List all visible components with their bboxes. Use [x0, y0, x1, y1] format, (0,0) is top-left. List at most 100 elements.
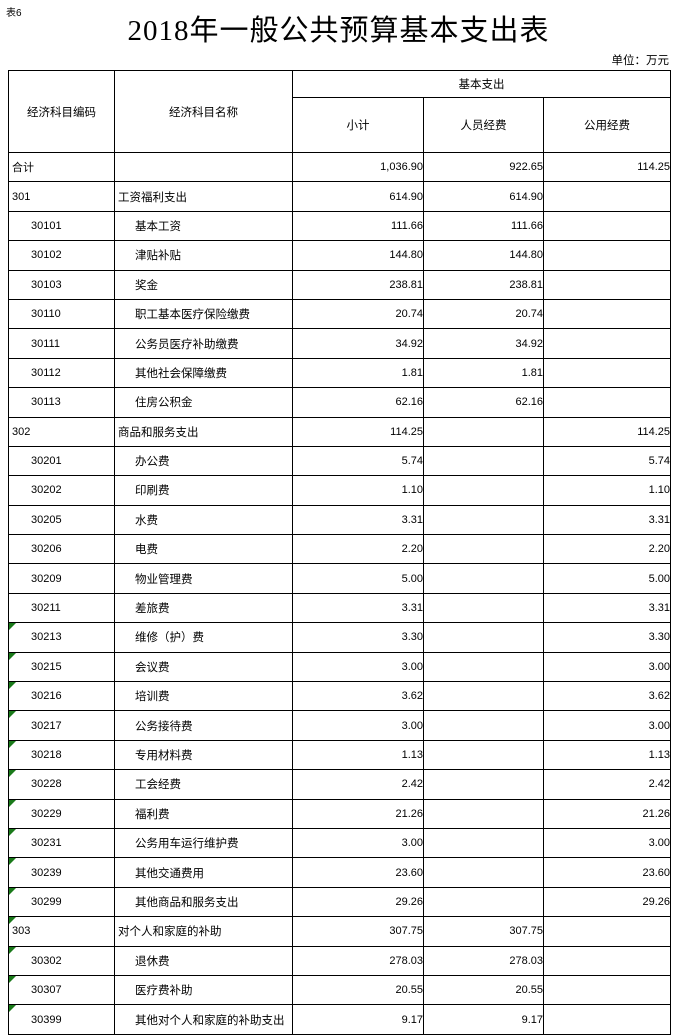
cell-subtotal: 2.20	[292, 534, 424, 565]
table-row: 30209 物业管理费 5.00 5.00	[8, 563, 672, 594]
cell-economic-code: 30213	[8, 622, 115, 653]
cell-subtotal: 3.00	[292, 651, 424, 683]
cell-economic-code: 30229	[8, 798, 115, 829]
cell-public-expense	[542, 357, 672, 389]
cell-subtotal: 1.13	[292, 739, 424, 771]
page-title: 2018年一般公共预算基本支出表	[127, 15, 550, 47]
cell-economic-name: 物业管理费	[114, 563, 293, 594]
column-header-subtotal: 小计	[292, 97, 424, 153]
cell-public-expense: 114.25	[542, 416, 672, 447]
cell-economic-code: 30201	[8, 445, 115, 477]
table-row: 30217 公务接待费 3.00 3.00	[8, 710, 672, 741]
cell-personnel-expense: 62.16	[423, 387, 544, 418]
cell-public-expense: 3.31	[542, 592, 672, 624]
cell-public-expense: 2.42	[542, 769, 672, 800]
cell-economic-name: 培训费	[114, 681, 293, 712]
cell-subtotal: 21.26	[292, 798, 424, 829]
cell-personnel-expense: 614.90	[423, 181, 544, 212]
cell-economic-code: 30399	[8, 1004, 115, 1035]
cell-personnel-expense: 9.17	[423, 1004, 544, 1035]
cell-economic-code: 30102	[8, 240, 115, 271]
cell-economic-name: 专用材料费	[114, 739, 293, 771]
table-row: 30206 电费 2.20 2.20	[8, 534, 672, 565]
cell-public-expense	[542, 298, 672, 330]
cell-public-expense: 23.60	[542, 857, 672, 888]
cell-economic-name: 职工基本医疗保险缴费	[114, 298, 293, 330]
cell-economic-name: 会议费	[114, 651, 293, 683]
table-row: 30218 专用材料费 1.13 1.13	[8, 739, 672, 771]
table-row: 30211 差旅费 3.31 3.31	[8, 592, 672, 624]
cell-public-expense	[542, 945, 672, 976]
cell-public-expense	[542, 210, 672, 242]
cell-public-expense: 3.00	[542, 651, 672, 683]
unit-label: 单位：万元	[611, 55, 670, 67]
table-row: 301 工资福利支出 614.90 614.90	[8, 181, 672, 212]
cell-economic-code: 30218	[8, 739, 115, 771]
table-row: 303 对个人和家庭的补助 307.75 307.75	[8, 916, 672, 947]
cell-subtotal: 114.25	[292, 416, 424, 447]
cell-subtotal: 3.31	[292, 592, 424, 624]
cell-economic-name: 退休费	[114, 945, 293, 976]
cell-economic-name: 水费	[114, 504, 293, 536]
column-header-public-expense: 公用经费	[542, 97, 672, 153]
table-row: 30228 工会经费 2.42 2.42	[8, 769, 672, 800]
sheet-tag: 表6	[6, 8, 22, 19]
table-header-row-group: 经济科目编码 经济科目名称 基本支出	[8, 70, 672, 153]
cell-public-expense: 3.31	[542, 504, 672, 536]
table-row: 合计 1,036.90 922.65 114.25	[8, 151, 672, 183]
cell-economic-code: 30206	[8, 534, 115, 565]
cell-public-expense: 5.74	[542, 445, 672, 477]
cell-public-expense	[542, 240, 672, 271]
cell-public-expense	[542, 328, 672, 359]
table-row: 30101 基本工资 111.66 111.66	[8, 210, 672, 242]
cell-economic-code: 30111	[8, 328, 115, 359]
table-row: 30112 其他社会保障缴费 1.81 1.81	[8, 357, 672, 389]
cell-personnel-expense: 111.66	[423, 210, 544, 242]
cell-subtotal: 3.31	[292, 504, 424, 536]
cell-public-expense: 114.25	[542, 151, 672, 183]
table-row: 30103 奖金 238.81 238.81	[8, 269, 672, 300]
cell-subtotal: 2.42	[292, 769, 424, 800]
cell-subtotal: 3.00	[292, 710, 424, 741]
cell-subtotal: 20.74	[292, 298, 424, 330]
cell-economic-name: 差旅费	[114, 592, 293, 624]
cell-public-expense: 5.00	[542, 563, 672, 594]
cell-public-expense: 21.26	[542, 798, 672, 829]
cell-economic-name: 公务用车运行维护费	[114, 827, 293, 859]
cell-personnel-expense	[423, 827, 544, 859]
table-row: 30205 水费 3.31 3.31	[8, 504, 672, 536]
column-group-header-basic-expenditure: 基本支出	[291, 70, 672, 98]
cell-economic-name: 电费	[114, 534, 293, 565]
cell-public-expense: 1.13	[542, 739, 672, 771]
cell-economic-name: 对个人和家庭的补助	[114, 916, 293, 947]
cell-personnel-expense	[423, 681, 544, 712]
cell-public-expense	[542, 974, 672, 1006]
cell-subtotal: 3.30	[292, 622, 424, 653]
cell-public-expense: 29.26	[542, 886, 672, 918]
cell-subtotal: 278.03	[292, 945, 424, 976]
cell-public-expense: 3.30	[542, 622, 672, 653]
cell-personnel-expense	[423, 563, 544, 594]
cell-economic-name: 住房公积金	[114, 387, 293, 418]
table-row: 30215 会议费 3.00 3.00	[8, 651, 672, 683]
cell-personnel-expense: 278.03	[423, 945, 544, 976]
cell-economic-name: 工会经费	[114, 769, 293, 800]
cell-subtotal: 1.81	[292, 357, 424, 389]
cell-subtotal: 1.10	[292, 475, 424, 506]
cell-personnel-expense: 34.92	[423, 328, 544, 359]
cell-economic-code: 30103	[8, 269, 115, 300]
cell-economic-code: 30202	[8, 475, 115, 506]
cell-public-expense: 3.00	[542, 827, 672, 859]
cell-subtotal: 238.81	[292, 269, 424, 300]
cell-personnel-expense: 922.65	[423, 151, 544, 183]
cell-subtotal: 307.75	[292, 916, 424, 947]
cell-economic-code: 301	[8, 181, 115, 212]
cell-personnel-expense	[423, 857, 544, 888]
cell-economic-code: 303	[8, 916, 115, 947]
cell-subtotal: 29.26	[292, 886, 424, 918]
cell-subtotal: 20.55	[292, 974, 424, 1006]
cell-personnel-expense	[423, 769, 544, 800]
cell-personnel-expense	[423, 534, 544, 565]
cell-public-expense: 2.20	[542, 534, 672, 565]
table-row: 30202 印刷费 1.10 1.10	[8, 475, 672, 506]
